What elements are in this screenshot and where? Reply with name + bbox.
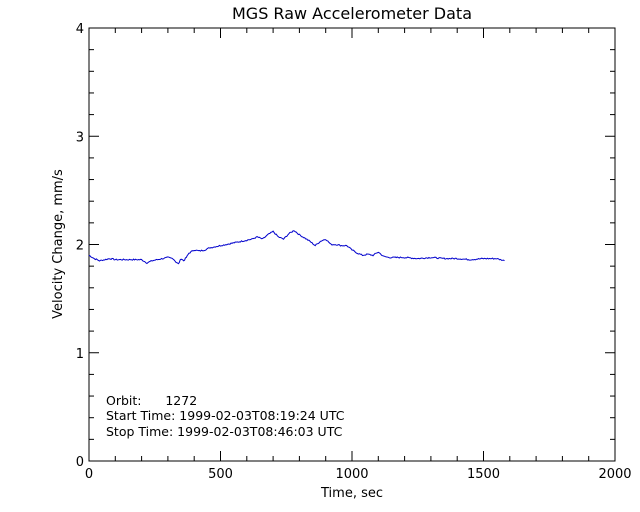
y-tick-label: 1 bbox=[76, 347, 84, 362]
x-tick-label: 0 bbox=[85, 467, 93, 482]
y-tick-label: 3 bbox=[76, 130, 84, 145]
y-tick-label: 4 bbox=[76, 22, 84, 37]
y-tick-label: 2 bbox=[76, 239, 84, 254]
y-tick-label: 0 bbox=[76, 455, 84, 470]
chart-title: MGS Raw Accelerometer Data bbox=[232, 4, 472, 23]
axis-ticks bbox=[88, 27, 616, 462]
axis-tick-labels: 0 500 1000 1500 2000 0 1 2 3 4 bbox=[76, 22, 632, 482]
annotation-start-time: Start Time: 1999-02-03T08:19:24 UTC bbox=[106, 408, 345, 423]
annotation-orbit: Orbit: 1272 bbox=[106, 393, 197, 408]
annotation-stop-time: Stop Time: 1999-02-03T08:46:03 UTC bbox=[106, 424, 343, 439]
x-tick-label: 2000 bbox=[598, 467, 631, 482]
x-tick-label: 1000 bbox=[335, 467, 368, 482]
series-line bbox=[88, 230, 505, 265]
y-axis-label: Velocity Change, mm/s bbox=[51, 169, 66, 319]
x-tick-label: 1500 bbox=[467, 467, 500, 482]
x-tick-label: 500 bbox=[208, 467, 233, 482]
x-axis-label: Time, sec bbox=[320, 486, 383, 501]
